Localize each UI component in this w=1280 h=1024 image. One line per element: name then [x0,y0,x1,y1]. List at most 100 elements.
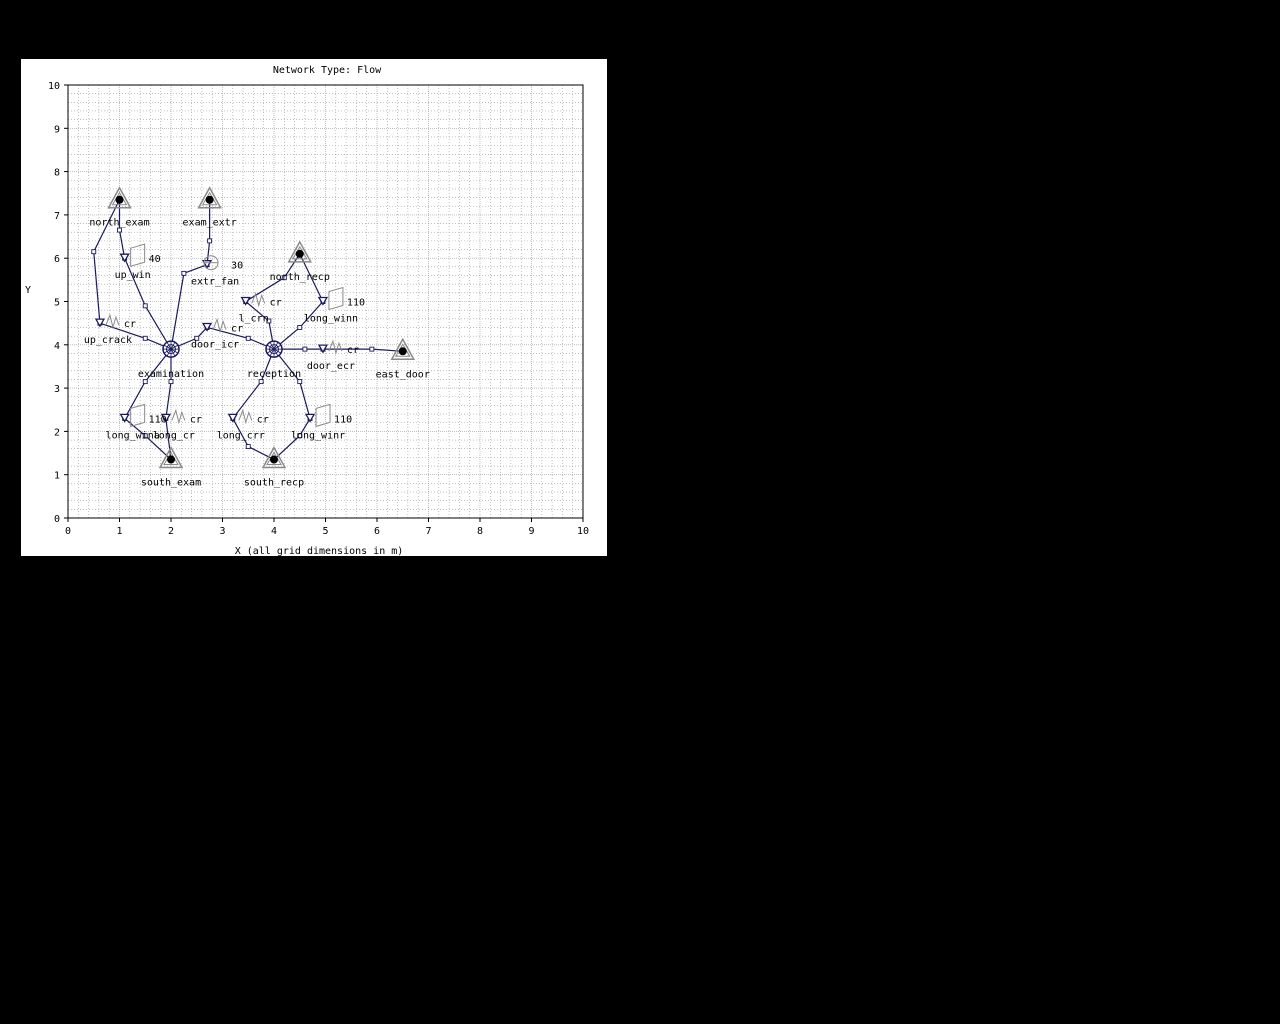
flow-arrow-icon [227,413,238,423]
link-long_wina [123,348,172,460]
component-label-up_win: up_win [115,270,151,281]
component-long_winn [317,286,344,311]
link-junction [297,325,303,330]
y-tick-label: 0 [54,514,60,525]
link-junction [142,335,148,341]
internal-node-spoke [170,342,176,350]
x-tick-label: 3 [219,526,225,537]
x-tick-label: 6 [374,526,380,537]
internal-node-spoke [266,348,275,354]
internal-node-spoke [273,342,279,350]
internal-node-spoke [170,344,179,350]
link-junction [181,270,187,276]
node-label-north_exam: north_exam [89,218,149,229]
component-extr_fan [201,255,219,271]
component-label-l_crn: l_crn [239,314,269,325]
flow-arrow-icon [317,296,329,306]
y-tick-label: 9 [54,124,60,135]
link-junction [207,238,213,244]
link-junction [142,433,148,439]
axes: 0 1 2 3 4 5 6 7 8 9 10 0 1 2 3 4 5 6 7 8 9 10 [48,81,589,537]
node-label-north_recp: north_recp [270,272,330,283]
internal-node-spoke [163,348,172,354]
flow-arrow-icon [201,322,213,332]
internal-node-spoke [170,348,176,357]
y-tick-label: 2 [54,427,60,438]
component-value-extr_fan: 30 [231,261,243,272]
boundary-dot-icon [295,249,304,258]
boundary-node-south_exam [158,445,184,469]
node-label-south_recp: south_recp [244,478,304,489]
y-tick-label: 7 [54,211,60,222]
node-label-south_exam: south_exam [141,478,201,489]
component-value-long_cr: cr [190,414,202,425]
boundary-dot-icon [205,195,214,204]
window-icon [130,403,146,428]
labels: examination reception north_exam exam_extrn… [84,218,430,489]
x-tick-label: 0 [65,526,71,537]
boundary-triangle-icon [390,337,416,361]
link-junction [258,379,264,385]
internal-node-spoke [273,348,279,357]
link-junction [369,346,375,352]
diagram-title: Network Type: Flow [273,65,382,76]
component-label-long_wina: long_wina [106,430,160,441]
boundary-dot-icon [115,195,124,204]
component-value-door_ecr: cr [347,345,359,356]
internal-node-spoke [170,348,179,354]
link-junction [117,227,122,233]
link-junction [297,433,303,439]
y-tick-label: 10 [48,81,60,92]
boundary-dot-icon [398,347,407,356]
crack-icon [328,339,343,356]
internal-node-spoke [266,344,275,350]
x-tick-label: 7 [425,526,431,537]
flow-arrow-icon [317,344,329,354]
flow-arrow-icon [304,413,316,423]
component-label-long_crr: long_crr [217,430,265,441]
y-tick-label: 5 [54,298,60,309]
link-junction [297,379,303,385]
component-up_win [119,243,146,267]
flow-arrow-icon [160,413,171,423]
flow-arrow-icon [119,253,130,263]
flow-arrow-icon [240,296,251,306]
component-long_wina [119,403,146,428]
x-tick-label: 1 [116,526,122,537]
boundary-dot-icon [167,455,175,464]
internal-node-spoke [166,342,172,350]
link-junction [266,318,272,324]
crack-icon [251,291,266,308]
link-junction [302,346,308,352]
internal-node-spoke [273,348,282,354]
nodes [94,186,416,469]
internal-node-examination [162,340,180,358]
node-label-reception: reception [247,369,301,380]
node-label-exam_extr: exam_extr [183,218,237,229]
component-label-up_crack: up_crack [84,335,132,346]
link-junction [91,249,97,255]
network-diagram: 0 1 2 3 4 5 6 7 8 9 10 0 1 2 3 4 5 6 7 8 9 10 examination rece… [25,65,589,556]
node-label-examination: examination [138,369,204,380]
component-value-up_crack: cr [124,319,136,330]
boundary-node-north_exam [107,186,132,209]
x-tick-label: 8 [477,526,483,537]
link-long_winn [273,253,324,350]
boundary-triangle-icon [158,445,184,469]
y-tick-label: 1 [54,471,60,482]
component-value-l_crn: cr [270,298,282,309]
y-tick-label: 6 [54,254,60,265]
internal-node-spoke [273,344,282,350]
boundary-node-east_door [390,337,416,361]
window-icon [315,403,331,428]
y-tick-label: 4 [54,341,60,352]
link-junction [142,303,148,309]
internal-node-spoke [166,348,172,357]
y-tick-label: 8 [54,168,60,179]
x-tick-label: 9 [528,526,534,537]
x-axis-label: X (all grid dimensions in m) [235,546,404,556]
crack-icon [105,313,120,330]
boundary-dot-icon [270,455,278,464]
component-value-long_winr: 110 [334,414,352,425]
component-label-extr_fan: extr_fan [191,277,239,288]
